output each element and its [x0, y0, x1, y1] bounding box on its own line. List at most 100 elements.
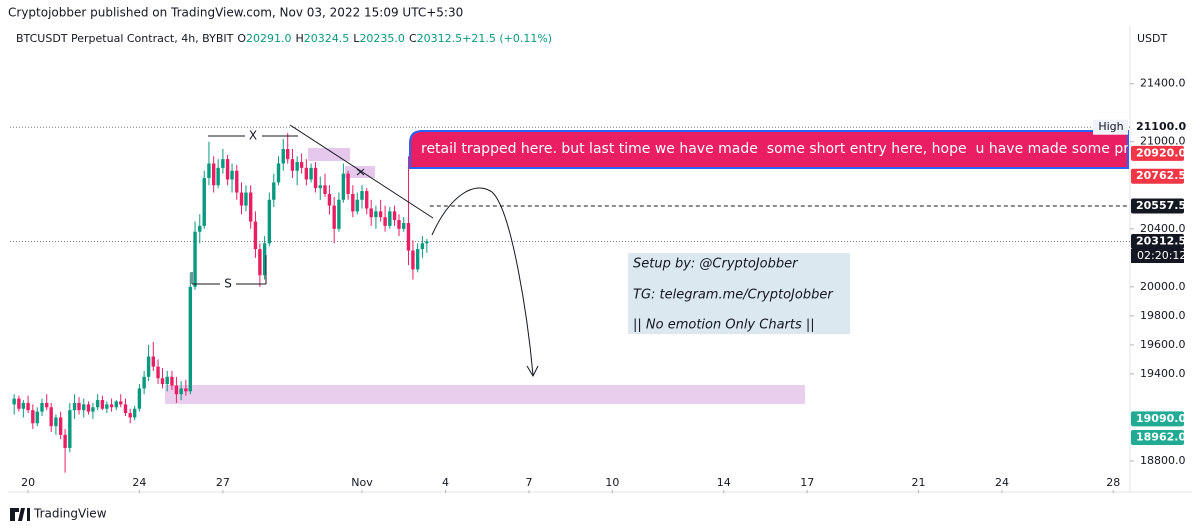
candle-body — [128, 413, 132, 418]
candle-body — [369, 208, 373, 218]
legend-key: L — [353, 32, 360, 45]
price-label: 20312.5 — [1136, 234, 1186, 247]
candle-body — [230, 170, 234, 180]
price-label: 20557.5 — [1136, 199, 1186, 212]
candle-body — [378, 211, 383, 218]
candle-body — [406, 222, 411, 251]
candle-body — [276, 163, 281, 183]
candle-body — [45, 402, 49, 408]
price-label: 21100.0 — [1136, 120, 1186, 133]
price-tag: High — [1098, 120, 1123, 133]
arrow-head — [526, 365, 539, 378]
x-tick-label: 21 — [912, 476, 926, 489]
legend-value: 20235.0 — [359, 32, 405, 45]
candle-body — [346, 173, 350, 194]
candle-body — [72, 402, 77, 411]
candle-body — [211, 163, 216, 186]
candle-body — [132, 408, 137, 418]
candle-body — [383, 217, 387, 226]
candle-body — [68, 410, 72, 448]
legend-value: +21.5 (+0.11%) — [462, 32, 552, 45]
y-tick-label: 18800.0 — [1140, 454, 1186, 467]
candle-body — [337, 199, 341, 229]
candle-body — [225, 159, 230, 180]
symbol: BTCUSDT Perpetual Contract, 4h, BYBIT — [16, 32, 234, 45]
y-tick-label: 21400.0 — [1140, 77, 1186, 90]
publisher: Cryptojobber published on TradingView.co… — [8, 6, 463, 20]
x-tick-label: 10 — [605, 476, 619, 489]
candle-body — [216, 167, 220, 186]
candle-body — [267, 199, 272, 244]
price-label-bg — [1131, 411, 1184, 427]
countdown-bg — [1131, 248, 1184, 263]
price-label: 20920.0 — [1136, 146, 1186, 159]
marker: X — [249, 129, 257, 143]
candle-body — [248, 192, 253, 222]
x-tick-label: 24 — [995, 476, 1009, 489]
note-line: Setup by: @CryptoJobber — [633, 257, 799, 272]
candle-body — [420, 243, 425, 250]
price-label: 20762.5 — [1136, 169, 1186, 182]
price-label-bg — [1131, 168, 1184, 184]
candle-body — [123, 404, 128, 414]
y-tick-label: 19800.0 — [1140, 309, 1186, 322]
callout-box — [409, 130, 1129, 169]
legend-value: 20312.5 — [417, 32, 463, 45]
candle-body — [170, 376, 174, 386]
candle-body — [54, 417, 58, 427]
arrow-path — [431, 187, 534, 376]
candle-body — [105, 404, 109, 409]
candle-body — [415, 249, 420, 270]
cross — [356, 168, 365, 176]
x-tick-label: 14 — [717, 476, 731, 489]
candle-body — [318, 185, 322, 189]
x-tick-label: 20 — [21, 476, 35, 489]
x-tick-label: 17 — [800, 476, 814, 489]
candle-body — [281, 148, 285, 164]
candle-body — [290, 159, 295, 171]
candle-body — [100, 400, 105, 409]
x-tick-label: 7 — [525, 476, 532, 489]
note-line: || No emotion Only Charts || — [633, 318, 815, 333]
candle-body — [202, 178, 206, 226]
candle-body — [82, 404, 86, 411]
candle-body — [244, 192, 248, 206]
candle-body — [165, 376, 169, 385]
candle-body — [156, 366, 160, 379]
candle-body — [295, 162, 299, 171]
candle-body — [174, 385, 179, 395]
legend-value: 20291.0 — [246, 32, 292, 45]
candle-body — [299, 162, 304, 168]
candle-body — [272, 182, 276, 200]
candle-body — [137, 388, 142, 409]
price-label-bg — [1131, 233, 1184, 249]
candle-body — [327, 193, 332, 206]
candle-body — [351, 193, 355, 212]
logo — [10, 508, 30, 521]
candle-body — [31, 410, 35, 424]
brand: TradingView — [33, 507, 107, 521]
drawings — [191, 124, 539, 378]
symbol-legend: BTCUSDT Perpetual Contract, 4h, BYBIT O20… — [16, 32, 552, 45]
candle-body — [355, 199, 359, 212]
x-tick-label: 4 — [442, 476, 449, 489]
y-tick-label: 20400.0 — [1140, 222, 1186, 235]
y-tick-label: 19600.0 — [1140, 338, 1186, 351]
candle-body — [188, 286, 193, 392]
x-tick-label: Nov — [351, 476, 373, 489]
candle-body — [193, 231, 197, 287]
candle-body — [332, 205, 336, 229]
candle-body — [392, 211, 397, 221]
candle-body — [160, 378, 165, 385]
legend-key: C — [409, 32, 417, 45]
candle-body — [146, 356, 151, 377]
candle-body — [207, 163, 211, 179]
candle-body — [411, 250, 415, 270]
candle-body — [365, 191, 369, 209]
price-tag-bg — [1093, 119, 1128, 135]
candle-body — [198, 225, 202, 232]
candle-body — [40, 402, 44, 412]
x-tick-label: 28 — [1106, 476, 1120, 489]
y-tick-label: 19400.0 — [1140, 367, 1186, 380]
